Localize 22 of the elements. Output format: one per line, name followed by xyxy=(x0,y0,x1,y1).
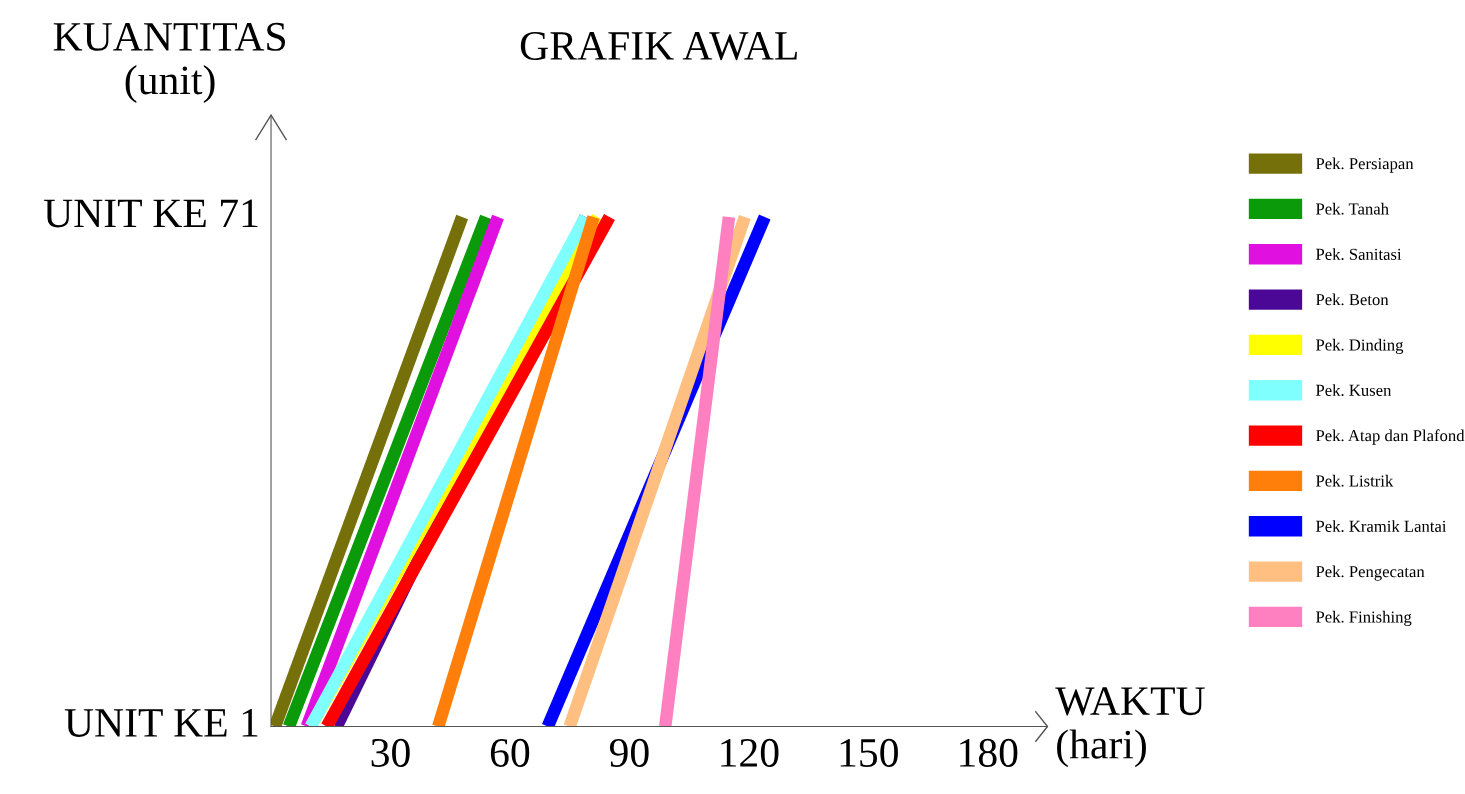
legend-label: Pek. Pengecatan xyxy=(1315,565,1425,581)
x-tick-label: 180 xyxy=(960,738,1018,767)
x-tick-label: 60 xyxy=(490,738,530,767)
legend-label: Pek. Beton xyxy=(1315,293,1389,306)
text: UNIT KE 1 xyxy=(64,709,258,737)
legend-label: Pek. Sanitasi xyxy=(1315,248,1402,260)
x-tick-label: 90 xyxy=(609,738,649,767)
x-tick-label: 150 xyxy=(840,738,898,767)
legend-label: Pek. Persiapan xyxy=(1315,157,1414,173)
legend-label: Pek. Listrik xyxy=(1315,474,1394,487)
x-tick-label: 120 xyxy=(721,738,779,767)
chart-title: GRAFIK AWAL xyxy=(520,31,797,61)
x-tick-label: 30 xyxy=(371,738,410,767)
legend-label: Pek. Dinding xyxy=(1315,338,1404,355)
legend-label: Pek. Atap dan Plafond xyxy=(1315,429,1465,445)
legend-label: Pek. Finishing xyxy=(1315,610,1412,627)
legend-label: Pek. Kramik Lantai xyxy=(1315,520,1447,532)
x-axis-title: WAKTU (hari) xyxy=(1055,687,1205,768)
y-axis-title: KUANTITAS (unit) xyxy=(53,22,286,103)
legend-label: Pek. Tanah xyxy=(1315,202,1389,215)
legend-label: Pek. Kusen xyxy=(1315,384,1392,396)
text: UNIT KE 71 xyxy=(43,199,258,228)
